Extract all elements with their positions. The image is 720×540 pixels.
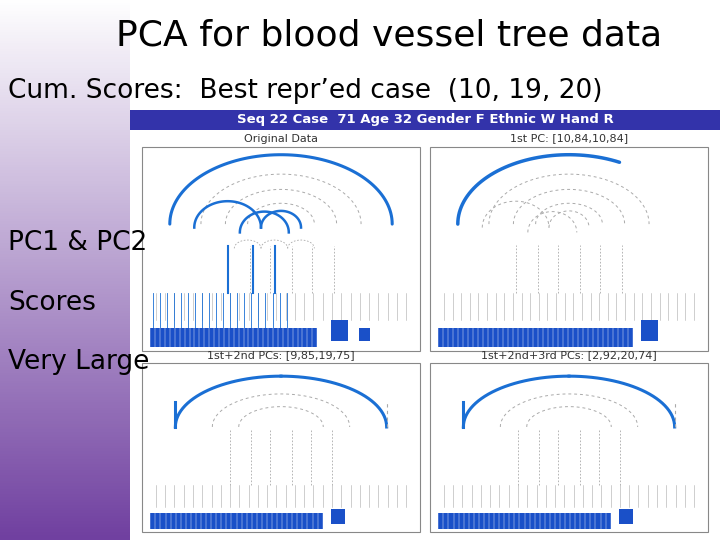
Text: PC1 & PC2: PC1 & PC2 bbox=[8, 230, 148, 256]
Bar bbox=[130, 0, 720, 540]
Bar bbox=[142, 146, 420, 350]
Bar bbox=[150, 328, 317, 347]
Text: 1st+2nd+3rd PCs: [2,92,20,74]: 1st+2nd+3rd PCs: [2,92,20,74] bbox=[481, 349, 657, 360]
Text: Very Large: Very Large bbox=[8, 349, 149, 375]
Bar bbox=[150, 513, 323, 529]
Bar bbox=[642, 320, 658, 341]
Bar bbox=[619, 509, 633, 524]
Bar bbox=[359, 328, 370, 341]
Bar bbox=[438, 513, 611, 529]
Text: Seq 22 Case  71 Age 32 Gender F Ethnic W Hand R: Seq 22 Case 71 Age 32 Gender F Ethnic W … bbox=[237, 113, 613, 126]
Text: Original Data: Original Data bbox=[244, 133, 318, 144]
Text: 1st PC: [10,84,10,84]: 1st PC: [10,84,10,84] bbox=[510, 133, 628, 144]
Text: Cum. Scores:  Best repr’ed case  (10, 19, 20): Cum. Scores: Best repr’ed case (10, 19, … bbox=[8, 78, 603, 104]
Text: PCA for blood vessel tree data: PCA for blood vessel tree data bbox=[116, 18, 662, 52]
Text: Scores: Scores bbox=[8, 290, 96, 316]
Bar bbox=[331, 509, 345, 524]
Bar bbox=[142, 362, 420, 532]
Bar bbox=[331, 320, 348, 341]
Bar bbox=[150, 328, 317, 347]
Bar bbox=[130, 110, 720, 130]
Bar bbox=[430, 362, 708, 532]
Bar bbox=[438, 328, 633, 347]
Text: 1st+2nd PCs: [9,85,19,75]: 1st+2nd PCs: [9,85,19,75] bbox=[207, 349, 355, 360]
Bar bbox=[430, 146, 708, 350]
